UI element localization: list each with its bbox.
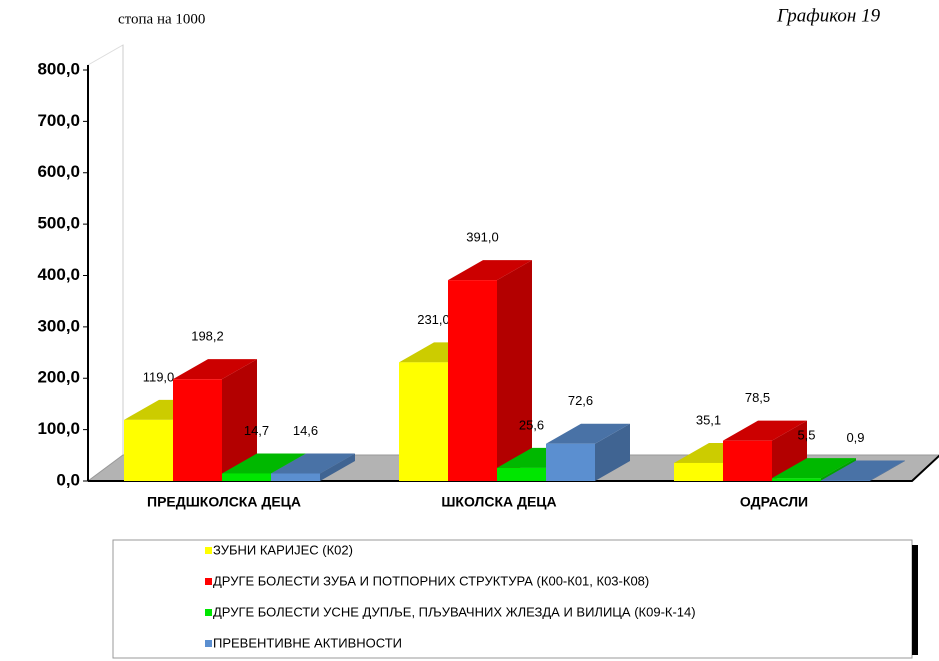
x-tick-label: ОДРАСЛИ — [740, 494, 808, 510]
y-tick-label: 300,0 — [37, 316, 80, 335]
bar-side — [320, 453, 355, 481]
bar — [448, 260, 532, 481]
bar-top — [772, 458, 856, 479]
bar-side — [222, 359, 257, 481]
bar-top — [821, 460, 905, 481]
legend-label: ДРУГЕ БОЛЕСТИ УСНЕ ДУПЉЕ, ПЉУВАЧНИХ ЖЛЕЗ… — [213, 604, 696, 619]
bar-top — [448, 260, 532, 281]
y-tick-label: 400,0 — [37, 265, 80, 284]
left-wall — [87, 44, 124, 482]
bar-front — [497, 467, 546, 481]
value-label: 78,5 — [745, 390, 770, 405]
chart-subtitle: стопа на 1000 — [118, 11, 205, 27]
value-label: 198,2 — [191, 329, 224, 344]
bar — [723, 420, 807, 481]
bar-front — [173, 379, 222, 481]
bar — [546, 423, 630, 481]
y-tick-label: 600,0 — [37, 162, 80, 181]
value-label: 119,0 — [143, 369, 175, 384]
y-tick-label: 200,0 — [37, 368, 80, 387]
bar — [173, 359, 257, 481]
legend-swatch — [205, 578, 212, 585]
y-tick-label: 800,0 — [37, 59, 80, 78]
value-label: 72,6 — [568, 393, 593, 408]
x-tick-label: ПРЕДШКОЛСКА ДЕЦА — [147, 494, 301, 510]
bar — [271, 453, 355, 481]
bar-front — [674, 462, 723, 481]
bar — [772, 458, 856, 481]
legend-box — [112, 539, 913, 659]
bar-side — [821, 458, 856, 481]
legend-swatch — [205, 640, 212, 647]
chart-title: Графикон 19 — [776, 5, 881, 26]
x-axis — [88, 454, 939, 482]
legend-swatch — [205, 609, 212, 616]
bar-front — [124, 419, 173, 481]
bar-side — [595, 423, 630, 481]
legend-label: ПРЕВЕНТИВНЕ АКТИВНОСТИ — [213, 635, 402, 650]
bar-front — [448, 280, 497, 481]
bar-front — [399, 362, 448, 481]
legend-swatch — [205, 547, 212, 554]
legend-label: ЗУБНИ КАРИЈЕС (К02) — [213, 542, 353, 557]
value-label: 14,7 — [244, 423, 269, 438]
bar — [821, 460, 905, 481]
bar-front — [772, 478, 821, 481]
value-label: 25,6 — [519, 417, 544, 432]
y-tick-label: 500,0 — [37, 214, 80, 233]
y-tick-label: 100,0 — [37, 419, 80, 438]
value-label: 391,0 — [466, 230, 499, 245]
bar-front — [222, 473, 271, 481]
y-tick-label: 0,0 — [56, 470, 80, 489]
value-label: 5,5 — [797, 428, 815, 443]
bar-front — [546, 443, 595, 481]
value-label: 231,0 — [417, 312, 450, 327]
bar-side — [497, 260, 532, 481]
bar-front — [723, 440, 772, 481]
bar-front — [271, 473, 320, 481]
bar-top — [222, 453, 306, 474]
y-tick-label: 700,0 — [37, 111, 80, 130]
value-label: 14,6 — [293, 423, 318, 438]
legend-label: ДРУГЕ БОЛЕСТИ ЗУБА И ПОТПОРНИХ СТРУКТУРА… — [213, 573, 649, 588]
x-tick-label: ШКОЛСКА ДЕЦА — [441, 494, 556, 510]
bar-top — [271, 453, 355, 474]
bar-top — [723, 420, 807, 441]
value-label: 0,9 — [846, 430, 864, 445]
legend-shadow — [912, 545, 918, 655]
bar-top — [173, 359, 257, 380]
value-label: 35,1 — [696, 412, 721, 427]
bar-side — [870, 460, 905, 481]
bar-top — [546, 423, 630, 444]
